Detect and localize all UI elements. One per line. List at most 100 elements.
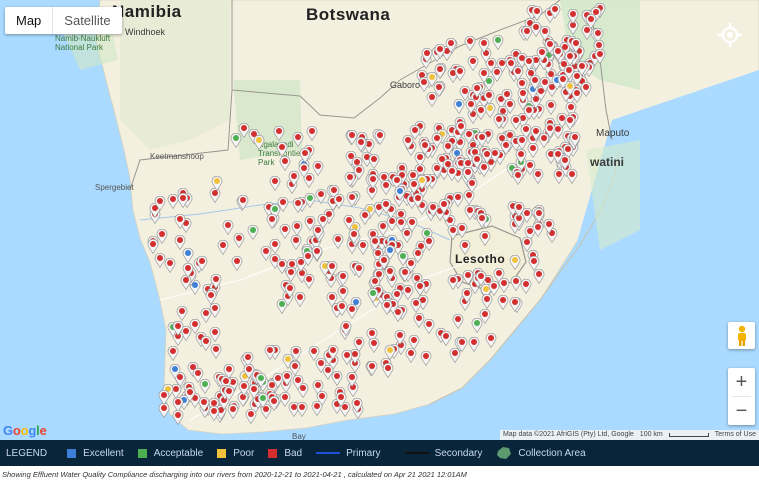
- marker-pin-icon[interactable]: [475, 105, 487, 120]
- marker-pin-icon[interactable]: [276, 259, 288, 274]
- marker-pin-icon[interactable]: [341, 350, 353, 365]
- marker-pin-icon[interactable]: [205, 290, 217, 305]
- marker-pin-icon[interactable]: [513, 213, 525, 228]
- marker-pin-icon[interactable]: [483, 90, 495, 105]
- marker-pin-icon[interactable]: [355, 137, 367, 152]
- marker-pin-icon[interactable]: [564, 115, 576, 130]
- marker-pin-icon[interactable]: [304, 216, 316, 231]
- marker-pin-icon[interactable]: [479, 231, 491, 246]
- marker-pin-icon[interactable]: [592, 28, 604, 43]
- marker-pin-icon[interactable]: [500, 140, 512, 155]
- marker-pin-icon[interactable]: [322, 365, 334, 380]
- marker-pin-icon[interactable]: [571, 71, 583, 86]
- marker-pin-icon[interactable]: [296, 402, 308, 417]
- marker-pin-icon[interactable]: [543, 219, 555, 234]
- marker-pin-icon[interactable]: [532, 222, 544, 237]
- marker-pin-icon[interactable]: [509, 255, 521, 270]
- marker-pin-icon[interactable]: [476, 132, 488, 147]
- marker-pin-icon[interactable]: [451, 148, 463, 163]
- marker-pin-icon[interactable]: [391, 289, 403, 304]
- map-data-credit[interactable]: Map data ©2021 AfriGIS (Pty) Ltd, Google: [502, 431, 634, 438]
- marker-pin-icon[interactable]: [557, 74, 569, 89]
- marker-pin-icon[interactable]: [411, 273, 423, 288]
- marker-pin-icon[interactable]: [257, 393, 269, 408]
- marker-pin-icon[interactable]: [520, 279, 532, 294]
- marker-pin-icon[interactable]: [199, 379, 211, 394]
- marker-pin-icon[interactable]: [481, 294, 493, 309]
- marker-pin-icon[interactable]: [295, 257, 307, 272]
- marker-pin-icon[interactable]: [184, 387, 196, 402]
- marker-pin-icon[interactable]: [357, 240, 369, 255]
- marker-pin-icon[interactable]: [174, 235, 186, 250]
- marker-pin-icon[interactable]: [176, 306, 188, 321]
- google-logo[interactable]: Google: [3, 423, 47, 438]
- marker-pin-icon[interactable]: [323, 209, 335, 224]
- marker-pin-icon[interactable]: [245, 409, 257, 424]
- marker-pin-icon[interactable]: [445, 38, 457, 53]
- marker-pin-icon[interactable]: [303, 274, 315, 289]
- marker-pin-icon[interactable]: [564, 51, 576, 66]
- marker-pin-icon[interactable]: [172, 397, 184, 412]
- marker-pin-icon[interactable]: [530, 126, 542, 141]
- marker-pin-icon[interactable]: [281, 371, 293, 386]
- marker-pin-icon[interactable]: [367, 288, 379, 303]
- marker-pin-icon[interactable]: [208, 398, 220, 413]
- marker-pin-icon[interactable]: [377, 221, 389, 236]
- marker-pin-icon[interactable]: [497, 106, 509, 121]
- marker-pin-icon[interactable]: [485, 333, 497, 348]
- marker-pin-icon[interactable]: [525, 68, 537, 83]
- marker-pin-icon[interactable]: [533, 269, 545, 284]
- marker-pin-icon[interactable]: [532, 169, 544, 184]
- marker-pin-icon[interactable]: [169, 364, 181, 379]
- marker-pin-icon[interactable]: [328, 185, 340, 200]
- marker-pin-icon[interactable]: [339, 402, 351, 417]
- marker-pin-icon[interactable]: [346, 304, 358, 319]
- marker-pin-icon[interactable]: [373, 269, 385, 284]
- marker-pin-icon[interactable]: [462, 270, 474, 285]
- marker-pin-icon[interactable]: [524, 160, 536, 175]
- marker-pin-icon[interactable]: [337, 286, 349, 301]
- marker-pin-icon[interactable]: [408, 179, 420, 194]
- marker-pin-icon[interactable]: [269, 176, 281, 191]
- marker-pin-icon[interactable]: [414, 152, 426, 167]
- marker-pin-icon[interactable]: [384, 266, 396, 281]
- marker-pin-icon[interactable]: [395, 217, 407, 232]
- marker-pin-icon[interactable]: [367, 174, 379, 189]
- marker-pin-icon[interactable]: [353, 263, 365, 278]
- marker-pin-icon[interactable]: [394, 330, 406, 345]
- marker-pin-icon[interactable]: [292, 198, 304, 213]
- marker-pin-icon[interactable]: [483, 76, 495, 91]
- marker-pin-icon[interactable]: [288, 171, 300, 186]
- marker-pin-icon[interactable]: [492, 35, 504, 50]
- marker-pin-icon[interactable]: [399, 267, 411, 282]
- marker-pin-icon[interactable]: [223, 386, 235, 401]
- marker-pin-icon[interactable]: [570, 38, 582, 53]
- marker-pin-icon[interactable]: [447, 225, 459, 240]
- marker-pin-icon[interactable]: [298, 163, 310, 178]
- marker-pin-icon[interactable]: [418, 77, 430, 92]
- marker-pin-icon[interactable]: [284, 283, 296, 298]
- marker-pin-icon[interactable]: [384, 345, 396, 360]
- marker-pin-icon[interactable]: [552, 124, 564, 139]
- marker-pin-icon[interactable]: [475, 271, 487, 286]
- marker-pin-icon[interactable]: [571, 88, 583, 103]
- marker-pin-icon[interactable]: [394, 186, 406, 201]
- marker-pin-icon[interactable]: [268, 396, 280, 411]
- marker-pin-icon[interactable]: [374, 130, 386, 145]
- marker-pin-icon[interactable]: [335, 392, 347, 407]
- marker-pin-icon[interactable]: [353, 165, 365, 180]
- marker-pin-icon[interactable]: [517, 88, 529, 103]
- marker-pin-icon[interactable]: [513, 202, 525, 217]
- marker-pin-icon[interactable]: [552, 46, 564, 61]
- marker-pin-icon[interactable]: [523, 105, 535, 120]
- marker-pin-icon[interactable]: [580, 82, 592, 97]
- marker-pin-icon[interactable]: [391, 175, 403, 190]
- marker-pin-icon[interactable]: [408, 335, 420, 350]
- marker-pin-icon[interactable]: [412, 248, 424, 263]
- marker-pin-icon[interactable]: [461, 288, 473, 303]
- marker-pin-icon[interactable]: [510, 115, 522, 130]
- zoom-out-button[interactable]: −: [735, 400, 748, 422]
- marker-pin-icon[interactable]: [454, 66, 466, 81]
- marker-pin-icon[interactable]: [350, 297, 362, 312]
- marker-pin-icon[interactable]: [266, 214, 278, 229]
